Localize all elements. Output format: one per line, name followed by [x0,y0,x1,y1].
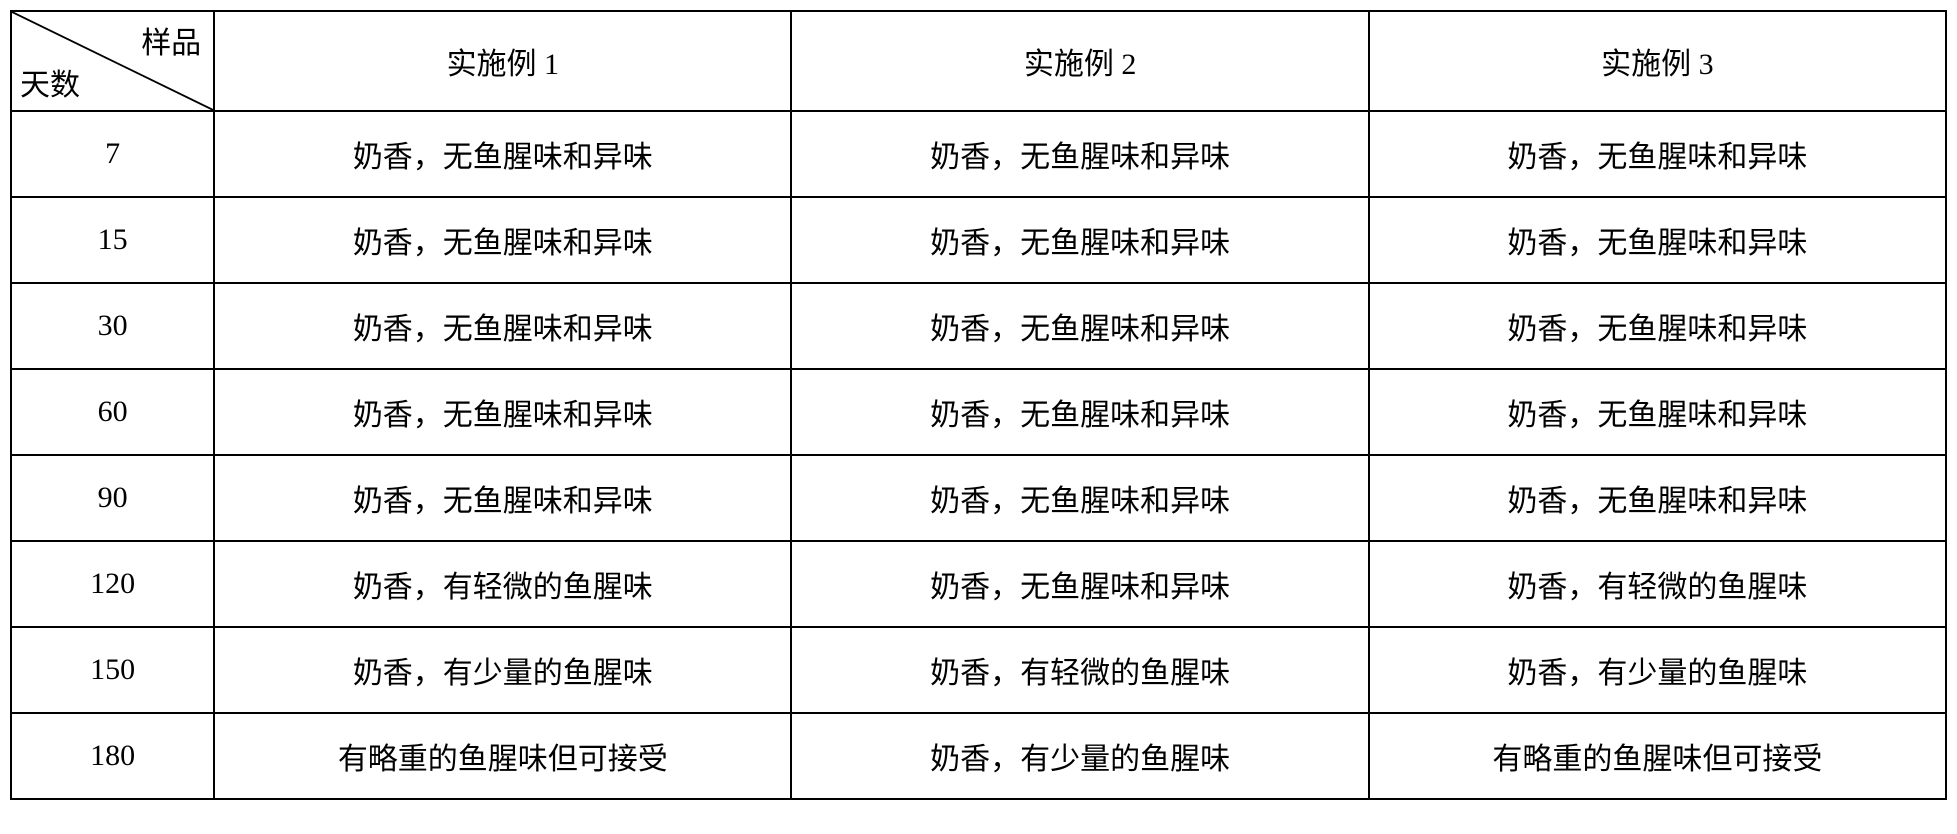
data-cell: 奶香，无鱼腥味和异味 [214,455,791,541]
table-row: 150奶香，有少量的鱼腥味奶香，有轻微的鱼腥味奶香，有少量的鱼腥味 [11,627,1946,713]
days-cell: 60 [11,369,214,455]
header-row: 样品 天数 实施例 1 实施例 2 实施例 3 [11,11,1946,111]
table-row: 60奶香，无鱼腥味和异味奶香，无鱼腥味和异味奶香，无鱼腥味和异味 [11,369,1946,455]
corner-top-label: 样品 [141,18,201,62]
data-cell: 奶香，有少量的鱼腥味 [791,713,1368,799]
data-cell: 奶香，有少量的鱼腥味 [1369,627,1946,713]
days-cell: 7 [11,111,214,197]
data-cell: 有略重的鱼腥味但可接受 [214,713,791,799]
data-cell: 奶香，无鱼腥味和异味 [791,283,1368,369]
col-header-1: 实施例 1 [214,11,791,111]
data-cell: 奶香，无鱼腥味和异味 [1369,111,1946,197]
data-cell: 奶香，有轻微的鱼腥味 [1369,541,1946,627]
days-cell: 150 [11,627,214,713]
corner-bottom-label: 天数 [20,60,80,104]
data-cell: 奶香，无鱼腥味和异味 [1369,197,1946,283]
data-cell: 有略重的鱼腥味但可接受 [1369,713,1946,799]
table-row: 7奶香，无鱼腥味和异味奶香，无鱼腥味和异味奶香，无鱼腥味和异味 [11,111,1946,197]
days-cell: 90 [11,455,214,541]
data-cell: 奶香，无鱼腥味和异味 [1369,369,1946,455]
table-row: 90奶香，无鱼腥味和异味奶香，无鱼腥味和异味奶香，无鱼腥味和异味 [11,455,1946,541]
data-cell: 奶香，有轻微的鱼腥味 [214,541,791,627]
table-row: 120奶香，有轻微的鱼腥味奶香，无鱼腥味和异味奶香，有轻微的鱼腥味 [11,541,1946,627]
corner-header: 样品 天数 [11,11,214,111]
days-cell: 120 [11,541,214,627]
data-cell: 奶香，无鱼腥味和异味 [791,455,1368,541]
data-cell: 奶香，有轻微的鱼腥味 [791,627,1368,713]
data-cell: 奶香，无鱼腥味和异味 [1369,283,1946,369]
col-header-3: 实施例 3 [1369,11,1946,111]
data-cell: 奶香，无鱼腥味和异味 [214,111,791,197]
table-row: 180有略重的鱼腥味但可接受奶香，有少量的鱼腥味有略重的鱼腥味但可接受 [11,713,1946,799]
col-header-2: 实施例 2 [791,11,1368,111]
days-cell: 15 [11,197,214,283]
table-row: 15奶香，无鱼腥味和异味奶香，无鱼腥味和异味奶香，无鱼腥味和异味 [11,197,1946,283]
data-cell: 奶香，无鱼腥味和异味 [791,111,1368,197]
days-cell: 180 [11,713,214,799]
data-cell: 奶香，无鱼腥味和异味 [214,197,791,283]
data-cell: 奶香，无鱼腥味和异味 [791,541,1368,627]
data-cell: 奶香，无鱼腥味和异味 [214,283,791,369]
data-table: 样品 天数 实施例 1 实施例 2 实施例 3 7奶香，无鱼腥味和异味奶香，无鱼… [10,10,1947,800]
data-cell: 奶香，无鱼腥味和异味 [791,369,1368,455]
data-cell: 奶香，有少量的鱼腥味 [214,627,791,713]
data-cell: 奶香，无鱼腥味和异味 [791,197,1368,283]
data-cell: 奶香，无鱼腥味和异味 [1369,455,1946,541]
data-cell: 奶香，无鱼腥味和异味 [214,369,791,455]
days-cell: 30 [11,283,214,369]
table-row: 30奶香，无鱼腥味和异味奶香，无鱼腥味和异味奶香，无鱼腥味和异味 [11,283,1946,369]
table-body: 7奶香，无鱼腥味和异味奶香，无鱼腥味和异味奶香，无鱼腥味和异味15奶香，无鱼腥味… [11,111,1946,799]
